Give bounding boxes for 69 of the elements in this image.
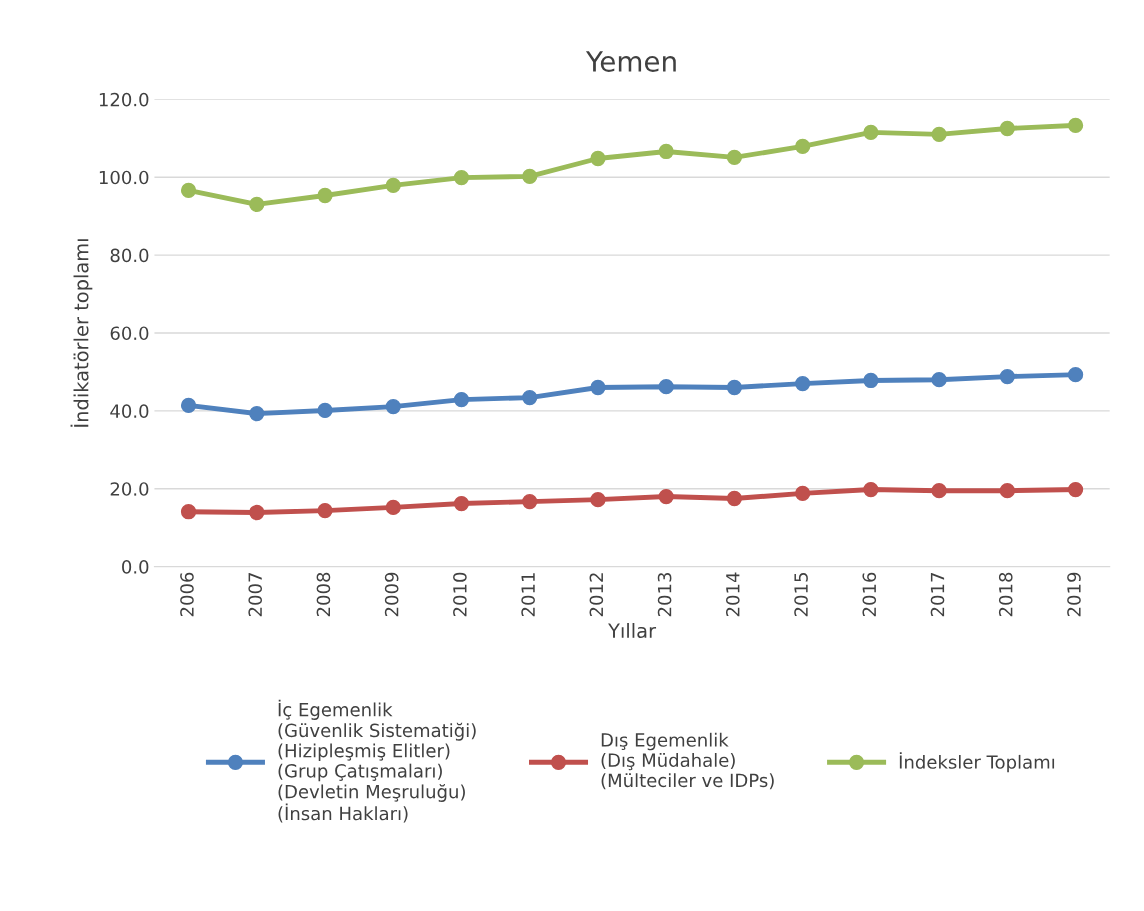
x-tick-label: 2009: [384, 572, 399, 617]
point: [931, 372, 947, 388]
point: [317, 402, 333, 419]
x-tick-label: 2016: [862, 572, 877, 617]
x-tick-label: 2006: [180, 572, 194, 617]
legend-label: Dış Egemenlik (Dış Müdahale) (Mülteciler ve IDPs): [601, 732, 774, 790]
chart-title: Yemen: [585, 51, 676, 72]
point: [385, 398, 401, 415]
point: [726, 149, 743, 165]
point: [999, 120, 1015, 137]
y-tick-label: 120.0: [99, 92, 149, 107]
x-tick-label: 2014: [725, 572, 740, 617]
point: [999, 368, 1015, 385]
point: [794, 375, 811, 392]
point: [999, 483, 1015, 499]
point: [590, 379, 606, 396]
x-tick-label: 2015: [794, 573, 808, 617]
point: [249, 405, 265, 422]
point: [317, 502, 333, 519]
x-tick-label: 2012: [589, 573, 604, 617]
x-tick-label: 2019: [1067, 572, 1081, 617]
point: [522, 493, 538, 510]
point: [385, 177, 401, 194]
y-tick-label: 100.0: [99, 170, 149, 185]
point: [180, 397, 197, 414]
point: [453, 391, 470, 408]
point: [317, 187, 333, 204]
point: [794, 138, 811, 155]
y-tick-label: 80.0: [110, 248, 149, 263]
y-tick-label: 0.0: [122, 560, 149, 574]
point: [658, 379, 674, 395]
x-tick-label: 2010: [453, 572, 467, 617]
point: [794, 485, 811, 502]
point: [453, 169, 470, 186]
legend-label: İç Egemenlik (Güvenlik Sistematiği) (Hizipleşmiş Elitler) (Grup Çatışmaları) (Devletin Meşruluğu) (İnsan Hakları): [278, 699, 476, 823]
point: [522, 168, 538, 185]
point: [590, 492, 606, 508]
x-tick-label: 2008: [316, 572, 331, 617]
point: [180, 504, 197, 520]
point: [590, 150, 606, 167]
y-tick-label: 20.0: [110, 482, 149, 496]
y-tick-label: 40.0: [110, 404, 149, 418]
point: [249, 504, 265, 521]
point: [1067, 367, 1084, 383]
point: [726, 379, 743, 396]
legend-label: İndeksler Toplamı: [899, 752, 1055, 773]
x-tick-label: 2011: [521, 573, 535, 617]
point: [522, 389, 538, 406]
x-tick-label: 2007: [248, 573, 263, 617]
point: [249, 196, 265, 213]
point: [1067, 117, 1084, 134]
y-tick-label: 60.0: [110, 326, 149, 341]
y-axis-title: İndikatörler toplamı: [70, 239, 93, 427]
point: [931, 126, 947, 142]
x-tick-label: 2017: [930, 573, 945, 617]
x-tick-label: 2013: [657, 572, 672, 617]
point: [726, 490, 743, 507]
point: [863, 124, 879, 141]
point: [385, 499, 401, 516]
point: [658, 488, 674, 505]
point: [1067, 481, 1084, 498]
point: [863, 481, 879, 498]
x-tick-label: 2018: [998, 572, 1013, 617]
x-axis-title: Yıllar: [608, 623, 657, 639]
point: [863, 372, 879, 389]
point: [180, 182, 197, 199]
point: [453, 495, 470, 512]
point: [658, 143, 674, 160]
point: [931, 483, 947, 499]
